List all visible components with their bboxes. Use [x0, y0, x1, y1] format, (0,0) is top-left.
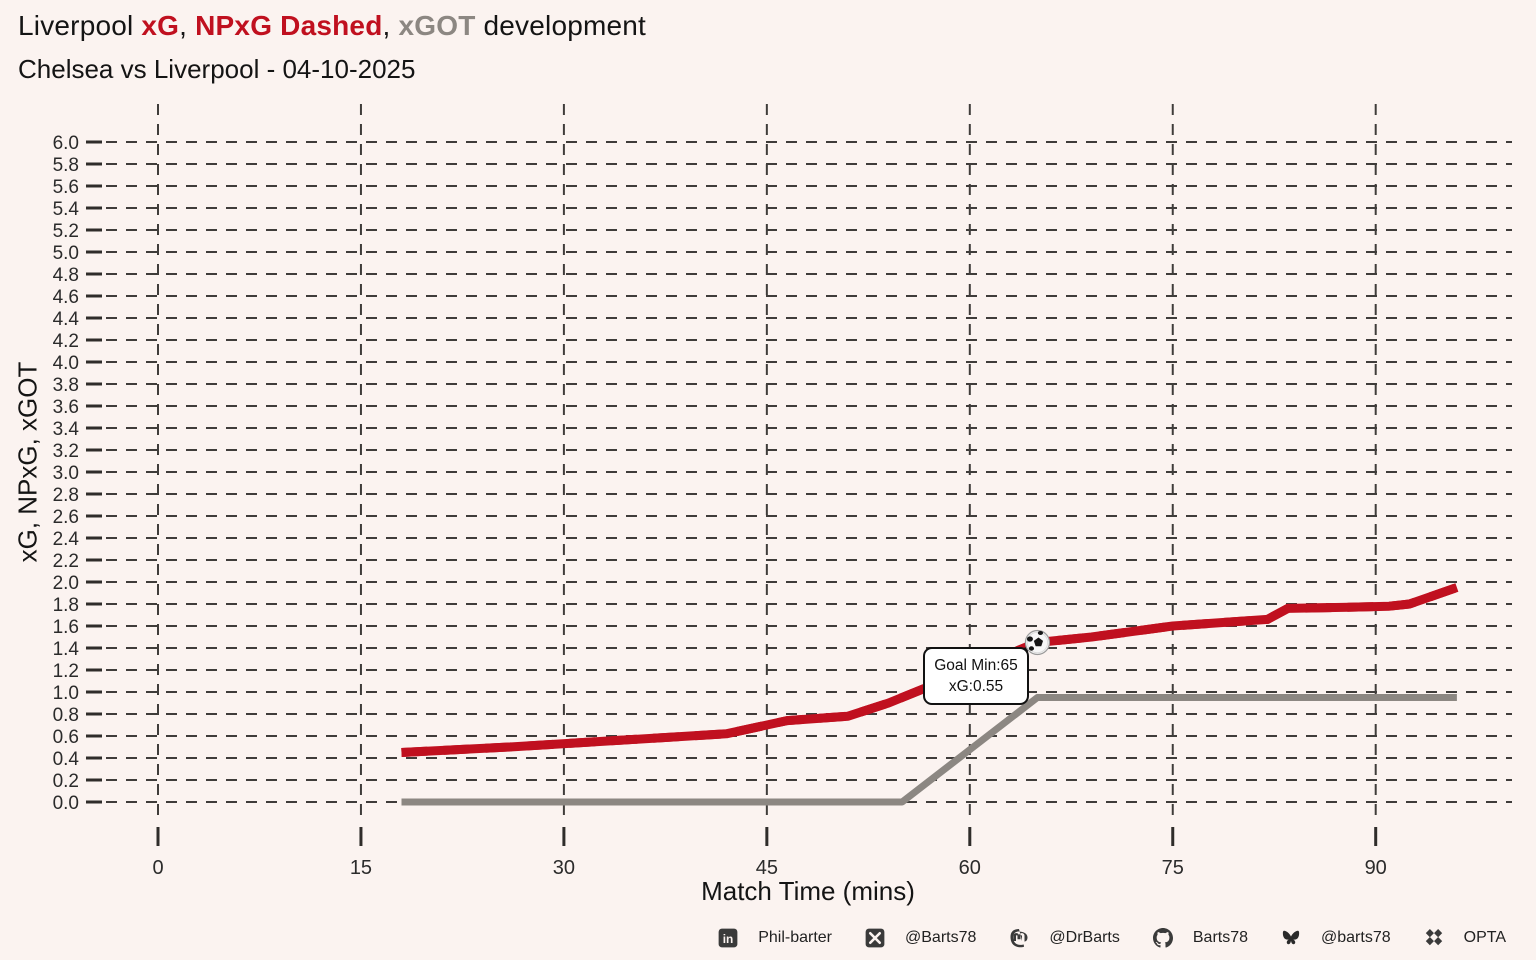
svg-text:6.0: 6.0	[53, 133, 79, 154]
svg-text:45: 45	[756, 857, 778, 879]
svg-text:90: 90	[1365, 857, 1387, 879]
footer-item-opta: OPTA	[1424, 928, 1506, 948]
svg-text:0: 0	[152, 857, 163, 879]
opta-icon	[1424, 928, 1444, 948]
svg-text:2.2: 2.2	[53, 551, 79, 572]
svg-text:30: 30	[553, 857, 575, 879]
svg-text:75: 75	[1162, 857, 1184, 879]
bluesky-icon	[1281, 928, 1301, 948]
soccer-ball-icon	[1024, 629, 1051, 656]
footer-item--barts78: @barts78	[1281, 928, 1391, 948]
svg-text:5.6: 5.6	[53, 177, 79, 198]
title-comma2: ,	[382, 10, 399, 41]
svg-text:4.2: 4.2	[53, 331, 79, 352]
svg-text:1.6: 1.6	[53, 617, 79, 638]
svg-text:3.0: 3.0	[53, 463, 79, 484]
svg-text:5.8: 5.8	[53, 155, 79, 176]
svg-text:15: 15	[350, 857, 372, 879]
footer-item-phil-barter: in Phil-barter	[718, 928, 832, 948]
title-suffix: development	[475, 10, 647, 41]
svg-text:2.6: 2.6	[53, 507, 79, 528]
svg-text:1.4: 1.4	[53, 639, 80, 660]
title-team: Liverpool	[18, 10, 142, 41]
footer-label: @Barts78	[905, 929, 977, 946]
svg-text:4.4: 4.4	[53, 309, 80, 330]
title-npxg-highlight: NPxG Dashed	[195, 10, 383, 41]
x-icon	[865, 928, 885, 948]
footer-label: @DrBarts	[1049, 929, 1120, 946]
svg-text:1.0: 1.0	[53, 683, 79, 704]
svg-text:5.0: 5.0	[53, 243, 79, 264]
title-xgot-highlight: xGOT	[398, 10, 476, 41]
svg-text:0.8: 0.8	[53, 705, 79, 726]
y-axis-label: xG, NPxG, xGOT	[12, 361, 43, 563]
goal-tooltip-line2: xG:0.55	[948, 677, 1004, 695]
goal-tooltip: Goal Min:65 xG:0.55	[923, 647, 1029, 705]
svg-text:4.6: 4.6	[53, 287, 79, 308]
x-axis-label: Match Time (mins)	[701, 876, 915, 906]
svg-text:1.2: 1.2	[53, 661, 79, 682]
svg-text:in: in	[723, 932, 734, 946]
series-xgot-line	[401, 694, 1457, 806]
svg-text:3.4: 3.4	[53, 419, 80, 440]
goal-tooltip-line1: Goal Min:65	[934, 656, 1018, 674]
svg-text:2.0: 2.0	[53, 573, 79, 594]
svg-text:4.8: 4.8	[53, 265, 79, 286]
svg-text:0.4: 0.4	[53, 749, 80, 770]
footer-label: @barts78	[1321, 929, 1391, 946]
svg-text:0.6: 0.6	[53, 727, 79, 748]
svg-text:0.0: 0.0	[53, 793, 79, 814]
svg-text:5.4: 5.4	[53, 199, 80, 220]
title-comma1: ,	[179, 10, 196, 41]
svg-text:2.8: 2.8	[53, 485, 79, 506]
svg-text:3.8: 3.8	[53, 375, 79, 396]
svg-text:5.2: 5.2	[53, 221, 79, 242]
svg-text:1.8: 1.8	[53, 595, 79, 616]
footer-label: Phil-barter	[758, 929, 833, 946]
page-subtitle: Chelsea vs Liverpool - 04-10-2025	[18, 54, 416, 84]
linkedin-icon: in	[718, 928, 738, 948]
footer-label: OPTA	[1463, 929, 1506, 946]
github-icon	[1152, 928, 1173, 948]
title-block: Liverpool xG, NPxG Dashed, xGOT developm…	[18, 10, 646, 85]
title-xg-highlight: xG	[141, 10, 180, 41]
svg-text:3.6: 3.6	[53, 397, 79, 418]
footer-item--barts78: @Barts78	[865, 928, 976, 948]
svg-text:60: 60	[959, 857, 981, 879]
svg-text:3.2: 3.2	[53, 441, 79, 462]
footer-credits: in Phil-barter @Barts78 @DrBarts Barts78 @bar…	[718, 922, 1506, 954]
mastodon-icon	[1009, 928, 1029, 948]
footer-item--drbarts: @DrBarts	[1009, 928, 1120, 948]
page-title: Liverpool xG, NPxG Dashed, xGOT developm…	[18, 10, 646, 42]
svg-text:2.4: 2.4	[53, 529, 80, 550]
svg-text:4.0: 4.0	[53, 353, 79, 374]
footer-item-barts78: Barts78	[1152, 928, 1249, 948]
gridlines: 0.00.20.40.60.81.01.21.41.61.82.02.22.42…	[53, 104, 1512, 879]
svg-text:0.2: 0.2	[53, 771, 79, 792]
footer-label: Barts78	[1192, 929, 1249, 946]
